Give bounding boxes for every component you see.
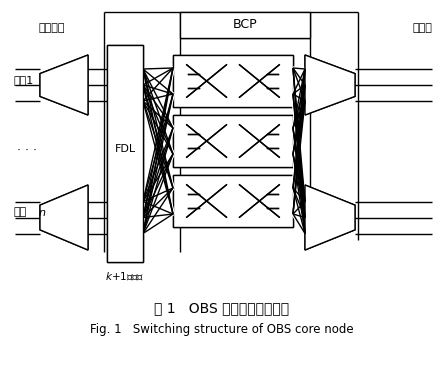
Bar [107, 45, 143, 262]
Bar [107, 45, 143, 262]
Text: 图 1   OBS 核心节点交换结构: 图 1 OBS 核心节点交换结构 [155, 301, 289, 315]
Polygon shape [305, 185, 355, 250]
Bar [180, 12, 310, 38]
Polygon shape [305, 55, 355, 115]
Text: BCP: BCP [233, 18, 258, 32]
Polygon shape [305, 185, 355, 250]
Bar [173, 175, 293, 227]
Bar [173, 175, 293, 227]
Polygon shape [40, 55, 88, 115]
Text: FDL: FDL [115, 144, 135, 153]
Bar [173, 115, 293, 167]
Text: $k$+1个波长: $k$+1个波长 [105, 270, 144, 282]
Text: 光纤: 光纤 [13, 207, 26, 218]
Text: 解复用器: 解复用器 [38, 23, 64, 33]
Polygon shape [40, 55, 88, 115]
Bar [173, 55, 293, 107]
Text: FDL: FDL [115, 144, 135, 153]
Bar [173, 55, 293, 107]
Text: · · ·: · · · [17, 144, 37, 156]
Polygon shape [40, 185, 88, 250]
Bar [173, 115, 293, 167]
Text: 复用器: 复用器 [412, 23, 432, 33]
Text: Fig. 1   Switching structure of OBS core node: Fig. 1 Switching structure of OBS core n… [90, 323, 354, 337]
Polygon shape [305, 55, 355, 115]
Text: BCP: BCP [233, 18, 258, 32]
Text: 光纤1: 光纤1 [13, 75, 33, 85]
Polygon shape [40, 185, 88, 250]
Bar [180, 12, 310, 38]
Text: n: n [39, 207, 46, 218]
